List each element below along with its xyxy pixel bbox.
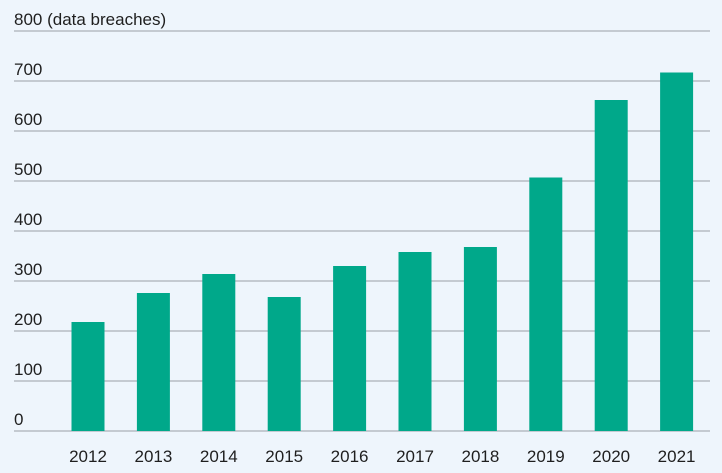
y-tick-label: 100 bbox=[14, 360, 42, 379]
y-tick-label: 300 bbox=[14, 260, 42, 279]
x-tick-label: 2015 bbox=[265, 447, 303, 466]
x-tick-label: 2014 bbox=[200, 447, 238, 466]
x-tick-label: 2019 bbox=[527, 447, 565, 466]
bar-2015 bbox=[267, 297, 301, 431]
grid-lines bbox=[14, 30, 710, 432]
bar-2017 bbox=[398, 252, 432, 431]
bar-2013 bbox=[136, 293, 170, 431]
bar-2019 bbox=[529, 177, 563, 431]
x-tick-label: 2012 bbox=[69, 447, 107, 466]
bar-2014 bbox=[202, 274, 236, 431]
bars bbox=[71, 72, 694, 431]
bar-2012 bbox=[71, 322, 105, 431]
bar-2016 bbox=[333, 266, 367, 431]
x-tick-label: 2017 bbox=[396, 447, 434, 466]
x-tick-label: 2021 bbox=[658, 447, 696, 466]
x-axis-tick-labels: 2012 2013 2014 2015 2016 2017 2018 2019 2020 2021 bbox=[69, 447, 695, 466]
bar-2018 bbox=[463, 247, 497, 431]
x-tick-label: 2020 bbox=[592, 447, 630, 466]
y-tick-label: 700 bbox=[14, 60, 42, 79]
y-tick-label: 800 (data breaches) bbox=[14, 10, 166, 29]
y-tick-label: 400 bbox=[14, 210, 42, 229]
y-tick-label: 0 bbox=[14, 410, 23, 429]
y-axis-tick-labels: 0 100 200 300 400 500 600 700 800 (data breaches… bbox=[14, 10, 166, 429]
x-tick-label: 2018 bbox=[461, 447, 499, 466]
x-tick-label: 2013 bbox=[134, 447, 172, 466]
bar-2021 bbox=[660, 72, 694, 431]
y-tick-label: 600 bbox=[14, 110, 42, 129]
y-tick-label: 200 bbox=[14, 310, 42, 329]
y-tick-label: 500 bbox=[14, 160, 42, 179]
x-tick-label: 2016 bbox=[331, 447, 369, 466]
bar-2020 bbox=[594, 100, 628, 431]
